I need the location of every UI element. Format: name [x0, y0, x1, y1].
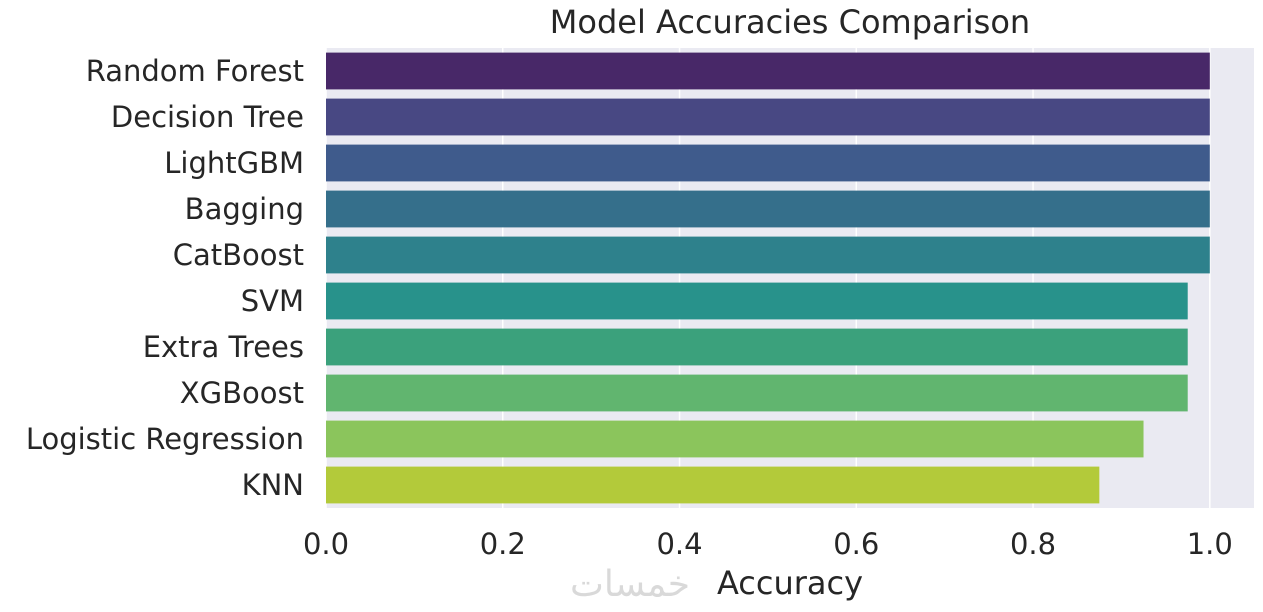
x-tick-label: 0.8 [1010, 527, 1056, 561]
bar [326, 466, 1100, 504]
x-axis-label: Accuracy [717, 564, 863, 602]
bars [326, 52, 1210, 504]
bar [326, 144, 1210, 182]
y-tick-label: CatBoost [173, 238, 304, 272]
x-tick-labels: 0.0 0.2 0.4 0.6 0.8 1.0 [303, 527, 1233, 561]
bar [326, 282, 1188, 320]
bar [326, 98, 1210, 136]
bar [326, 328, 1188, 366]
y-tick-label: Extra Trees [143, 330, 304, 364]
y-tick-label: Bagging [185, 192, 304, 226]
y-tick-label: Logistic Regression [26, 422, 304, 456]
y-tick-labels: Random Forest Decision Tree LightGBM Baggin… [26, 54, 304, 502]
bar [326, 374, 1188, 412]
y-tick-label: XGBoost [180, 376, 304, 410]
x-tick-label: 0.0 [303, 527, 349, 561]
y-tick-label: KNN [242, 468, 304, 502]
x-tick-label: 0.6 [833, 527, 879, 561]
x-tick-label: 0.2 [480, 527, 526, 561]
y-tick-label: Random Forest [86, 54, 304, 88]
x-tick-label: 0.4 [656, 527, 702, 561]
watermark-logo: خمسات [570, 564, 690, 605]
y-tick-label: LightGBM [164, 146, 304, 180]
y-tick-label: SVM [241, 284, 304, 318]
bar [326, 420, 1144, 458]
bar [326, 236, 1210, 274]
x-tick-label: 1.0 [1187, 527, 1233, 561]
chart-title: Model Accuracies Comparison [550, 3, 1030, 41]
bar [326, 52, 1210, 90]
bar [326, 190, 1210, 228]
y-tick-label: Decision Tree [111, 100, 304, 134]
